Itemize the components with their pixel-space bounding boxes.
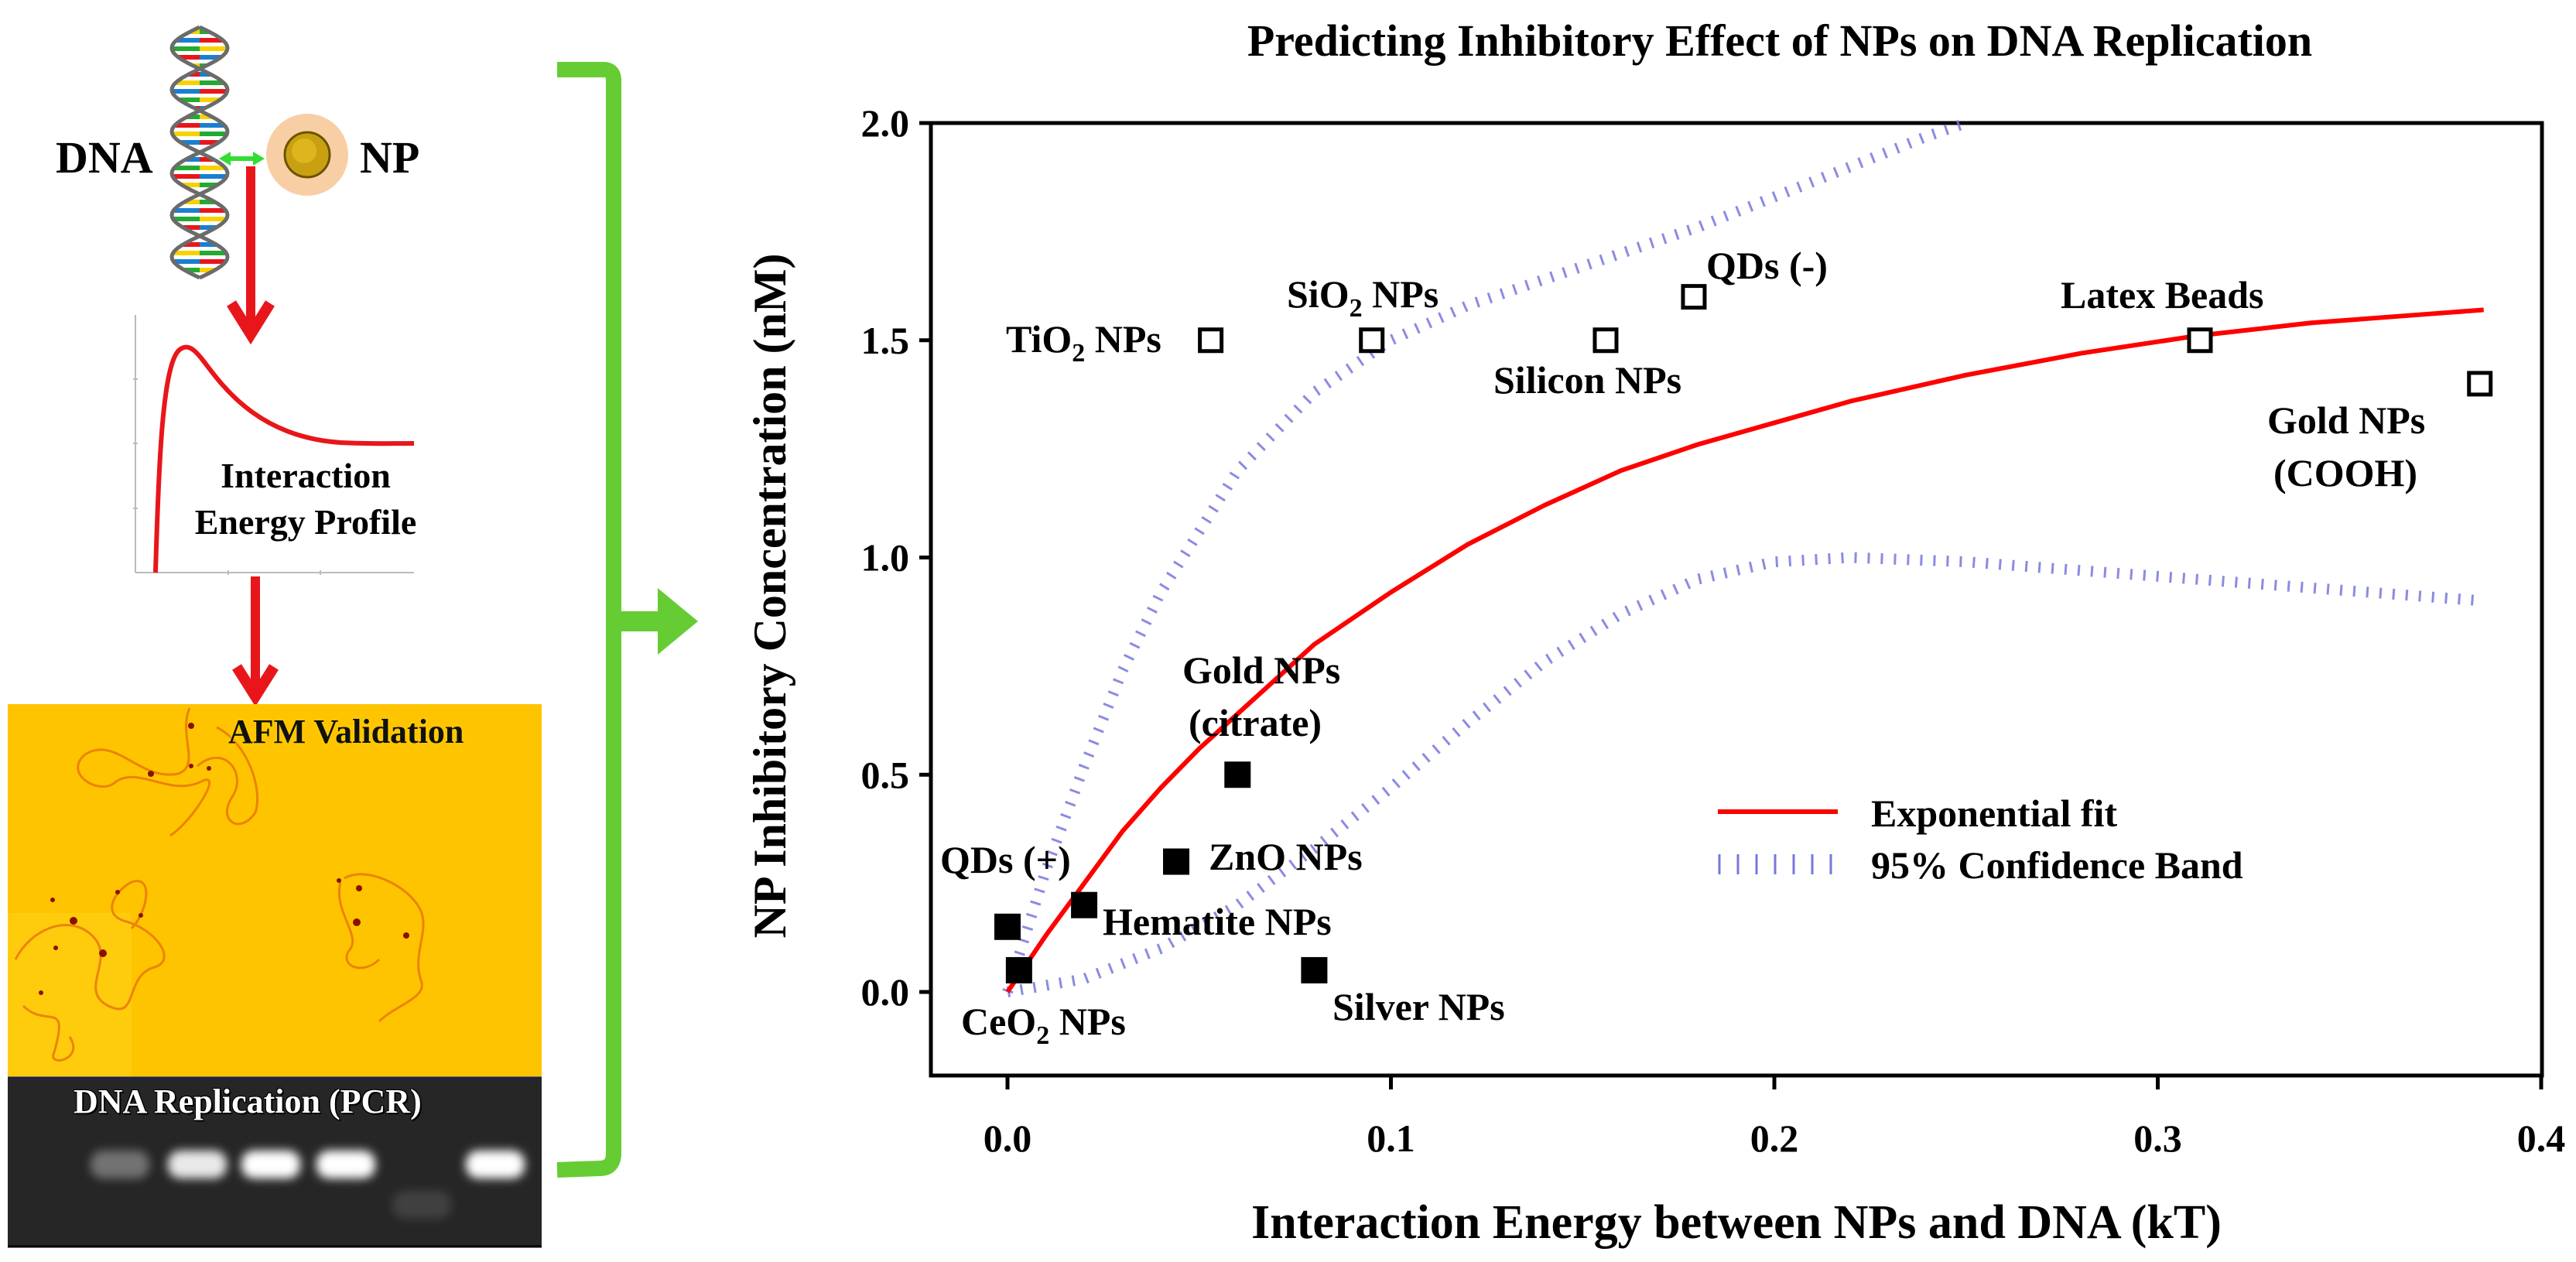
dna-helix-icon bbox=[169, 25, 230, 280]
np-label: NP bbox=[360, 132, 420, 183]
gel-band bbox=[91, 1151, 149, 1178]
label-gold-nps-cooh: Gold NPs bbox=[2267, 398, 2425, 442]
x-axis-label: Interaction Energy between NPs and DNA (… bbox=[1251, 1196, 2222, 1249]
label-qds: QDs (-) bbox=[1706, 244, 1828, 287]
legend-band-swatch bbox=[1718, 854, 1832, 874]
label-latex-beads: Latex Beads bbox=[2061, 273, 2264, 316]
label-hematite-nps: Hematite NPs bbox=[1103, 900, 1332, 943]
label-gold-nps-citrate: Gold NPs bbox=[1182, 648, 1340, 692]
plot-frame bbox=[929, 121, 2544, 1078]
x-tick-label: 0.4 bbox=[2517, 1117, 2566, 1160]
plot-border bbox=[929, 121, 2544, 1078]
data-point-tio2-nps bbox=[1198, 327, 1224, 354]
energy-profile-label: Interaction Energy Profile bbox=[178, 453, 433, 545]
interaction-double-arrow-icon bbox=[219, 152, 265, 166]
red-down-arrow-icon bbox=[232, 576, 279, 707]
energy-profile-mini-plot bbox=[133, 315, 415, 575]
x-axis-ticks: 0.0 0.1 0.2 0.3 0.4 bbox=[984, 1076, 2566, 1160]
data-points bbox=[994, 284, 2493, 983]
exponential-fit-line bbox=[1005, 307, 2484, 994]
y-axis-ticks: 0.0 0.5 1.0 1.5 2.0 bbox=[861, 101, 931, 1014]
gel-band bbox=[392, 1191, 451, 1219]
x-tick-label: 0.1 bbox=[1367, 1117, 1415, 1160]
afm-image bbox=[8, 704, 542, 1077]
legend-fit-label: Exponential fit bbox=[1871, 792, 2117, 835]
x-tick-label: 0.2 bbox=[1750, 1117, 1799, 1160]
y-tick-label: 0.5 bbox=[861, 753, 910, 796]
data-point-sio2-nps bbox=[1359, 327, 1385, 354]
chart-title: Predicting Inhibitory Effect of NPs on D… bbox=[1247, 15, 2312, 66]
exponential-fit bbox=[1005, 307, 2484, 994]
dna-backbone bbox=[169, 25, 230, 280]
data-point-silicon-nps bbox=[1592, 327, 1619, 354]
y-axis-label: NP Inhibitory Concentration (nM) bbox=[744, 254, 795, 939]
x-tick-label: 0.3 bbox=[2133, 1117, 2182, 1160]
gel-band bbox=[241, 1151, 300, 1178]
label-silicon-nps: Silicon NPs bbox=[1493, 358, 1681, 402]
y-tick-label: 1.0 bbox=[861, 536, 910, 580]
dna-label: DNA bbox=[56, 132, 153, 183]
data-point-ceo2-nps bbox=[1005, 956, 1032, 983]
pcr-label: DNA Replication (PCR) bbox=[74, 1082, 422, 1120]
y-tick-label: 0.0 bbox=[861, 970, 910, 1014]
confidence-band-upper bbox=[1002, 118, 1969, 994]
data-point-latex-beads bbox=[2187, 327, 2213, 354]
label-gold-nps-cooh: (COOH) bbox=[2273, 451, 2417, 494]
data-point-gold-nps-cooh bbox=[2467, 371, 2493, 397]
label-tio2-nps: TiO2 NPs bbox=[1006, 317, 1161, 368]
gel-band bbox=[466, 1151, 525, 1178]
data-point-labels: TiO2 NPs SiO2 NPs Silicon NPs QDs (-) Latex … bbox=[940, 244, 2425, 1050]
label-zno-nps: ZnO NPs bbox=[1209, 835, 1363, 878]
data-point-silver-nps bbox=[1301, 956, 1328, 983]
green-bracket-arrow-icon bbox=[556, 62, 698, 1178]
x-tick-label: 0.0 bbox=[984, 1117, 1032, 1160]
confidence-band bbox=[1002, 118, 2485, 997]
red-down-arrow-icon bbox=[227, 166, 275, 345]
data-point-qds bbox=[1681, 284, 1707, 310]
label-qds: QDs (+) bbox=[940, 838, 1071, 881]
data-point-zno-nps bbox=[1163, 848, 1190, 875]
energy-profile-curve bbox=[153, 344, 415, 573]
gel-band bbox=[316, 1151, 375, 1178]
label-ceo2-nps: CeO2 NPs bbox=[961, 1000, 1126, 1050]
data-point-hematite-nps bbox=[1071, 891, 1098, 918]
data-point-qds bbox=[994, 913, 1021, 940]
y-tick-label: 1.5 bbox=[861, 319, 910, 362]
data-point-gold-nps-citrate bbox=[1224, 761, 1251, 788]
y-tick-label: 2.0 bbox=[861, 101, 910, 145]
energy-profile-label-line1: Interaction bbox=[221, 456, 391, 495]
afm-validation-label: AFM Validation bbox=[228, 713, 464, 751]
nanoparticle-icon bbox=[266, 114, 348, 196]
pcr-gel-image bbox=[8, 1076, 542, 1248]
label-silver-nps: Silver NPs bbox=[1332, 985, 1505, 1028]
gel-band bbox=[168, 1151, 227, 1178]
legend-band-label: 95% Confidence Band bbox=[1871, 843, 2243, 887]
legend: Exponential fit 95% Confidence Band bbox=[1718, 792, 2243, 887]
label-sio2-nps: SiO2 NPs bbox=[1287, 272, 1439, 323]
label-gold-nps-citrate: (citrate) bbox=[1189, 701, 1322, 744]
energy-profile-label-line2: Energy Profile bbox=[194, 502, 417, 542]
